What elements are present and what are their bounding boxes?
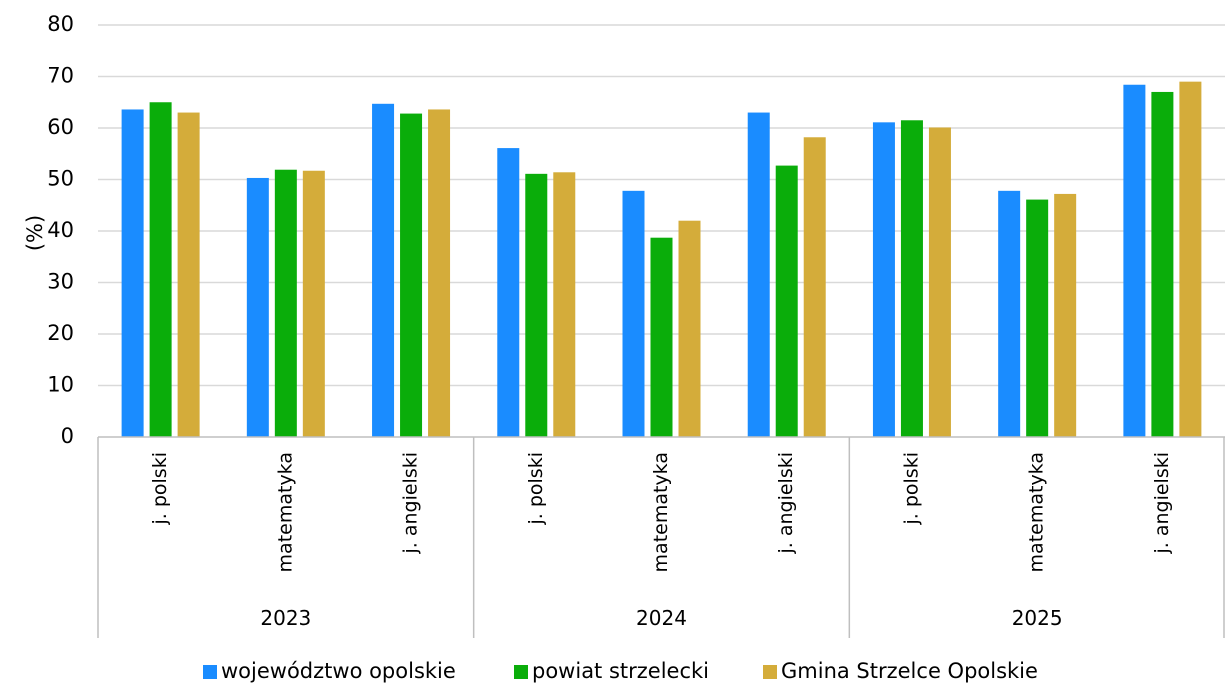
category-label: j. angielski bbox=[400, 452, 422, 555]
group-label: 2025 bbox=[1012, 606, 1063, 630]
y-tick-label: 0 bbox=[61, 424, 74, 448]
bar bbox=[622, 190, 645, 437]
y-axis-label: (%) bbox=[23, 215, 47, 251]
axes bbox=[97, 436, 1225, 638]
bar bbox=[1054, 193, 1077, 437]
bar bbox=[872, 122, 895, 438]
legend: województwo opolskie powiat strzelecki Gmi… bbox=[203, 659, 1038, 683]
bar bbox=[497, 148, 520, 437]
bar bbox=[928, 127, 951, 438]
bar bbox=[121, 109, 144, 438]
category-label: j. angielski bbox=[775, 452, 797, 555]
y-tick-label: 40 bbox=[47, 218, 74, 242]
bar bbox=[246, 177, 269, 437]
bar bbox=[650, 237, 673, 437]
y-tick-label: 20 bbox=[47, 321, 74, 345]
bar bbox=[1179, 81, 1202, 438]
group-label: 2023 bbox=[260, 606, 311, 630]
legend-swatch bbox=[763, 665, 777, 679]
category-label: j. polski bbox=[525, 452, 547, 526]
legend-label: powiat strzelecki bbox=[532, 659, 709, 683]
bar bbox=[274, 169, 297, 437]
bar bbox=[302, 170, 325, 437]
bar bbox=[747, 112, 770, 438]
category-label: matematyka bbox=[1026, 452, 1048, 572]
category-label: matematyka bbox=[274, 452, 296, 572]
bar bbox=[678, 220, 701, 437]
y-tick-labels: 0 10 20 30 40 50 60 70 80 bbox=[47, 12, 74, 448]
bar bbox=[372, 103, 395, 438]
bar bbox=[400, 113, 423, 437]
bar bbox=[149, 102, 172, 437]
bar bbox=[1151, 91, 1174, 437]
bar bbox=[525, 173, 548, 437]
bar bbox=[1123, 84, 1146, 438]
bar bbox=[900, 120, 923, 438]
y-tick-label: 50 bbox=[47, 167, 74, 191]
bar bbox=[803, 137, 826, 437]
bar bbox=[428, 109, 451, 438]
category-label: j. polski bbox=[149, 452, 171, 526]
category-label: matematyka bbox=[650, 452, 672, 572]
legend-label: Gmina Strzelce Opolskie bbox=[781, 659, 1038, 683]
bar bbox=[553, 172, 576, 438]
group-label: 2024 bbox=[636, 606, 687, 630]
y-tick-label: 60 bbox=[47, 115, 74, 139]
y-tick-label: 70 bbox=[47, 64, 74, 88]
bar bbox=[177, 112, 200, 438]
y-tick-label: 80 bbox=[47, 12, 74, 36]
category-label: j. angielski bbox=[1151, 452, 1173, 555]
legend-swatch bbox=[514, 665, 528, 679]
category-labels: j. polski matematyka j. angielski j. polski… bbox=[149, 452, 1173, 572]
bar bbox=[775, 165, 798, 437]
legend-swatch bbox=[203, 665, 217, 679]
y-tick-label: 30 bbox=[47, 270, 74, 294]
category-label: j. polski bbox=[900, 452, 922, 526]
y-tick-label: 10 bbox=[47, 373, 74, 397]
group-labels: 2023 2024 2025 bbox=[260, 606, 1062, 630]
bar bbox=[1026, 199, 1049, 437]
bar bbox=[998, 190, 1021, 437]
legend-label: województwo opolskie bbox=[221, 659, 456, 683]
bars bbox=[121, 81, 1202, 438]
